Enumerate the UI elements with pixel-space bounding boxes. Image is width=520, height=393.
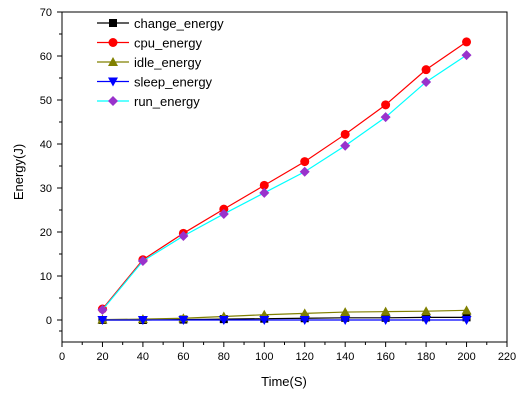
chart-axes: 0 20 40 60 80 100 120 140 160 180 200 220 0 10 20 30 40 5… [40,7,516,363]
data-point-sleep-energy [340,316,351,325]
data-point-run-energy [218,208,229,219]
y-tick-label: 20 [40,227,52,239]
x-tick-label: 100 [255,351,273,363]
series-run-energy [97,50,472,315]
data-point-run-energy [421,76,432,87]
y-tick-label: 50 [40,95,52,107]
legend-marker [108,57,118,66]
data-point-run-energy [97,304,108,315]
data-point-idle-energy [421,306,432,316]
data-point-run-energy [137,256,148,267]
data-point-cpu-energy [381,100,391,110]
data-point-run-energy [380,112,391,123]
legend-item-change-energy: change_energy [97,16,224,31]
x-tick-label: 220 [498,351,516,363]
data-point-run-energy [340,140,351,151]
x-tick-label: 160 [376,351,394,363]
series-line-run-energy [101,54,467,311]
legend-label: idle_energy [134,55,202,70]
legend-item-run-energy: run_energy [97,94,200,109]
x-tick-label: 40 [137,351,149,363]
y-tick-label: 30 [40,183,52,195]
data-point-idle-energy [380,306,391,316]
series-sleep-energy [97,316,472,325]
data-point-run-energy [259,187,270,198]
series-line-cpu-energy [101,41,467,310]
chart-series [97,37,472,325]
data-point-cpu-energy [259,180,269,190]
legend-marker [109,19,117,27]
x-tick-label: 80 [218,351,230,363]
data-point-cpu-energy [421,65,431,75]
legend-label: run_energy [134,94,200,109]
x-tick-label: 0 [59,351,65,363]
data-point-sleep-energy [259,316,270,325]
legend-marker [108,38,118,47]
data-point-sleep-energy [380,316,391,325]
data-point-sleep-energy [299,316,310,325]
x-tick-label: 120 [296,351,314,363]
y-tick-label: 60 [40,51,52,63]
y-tick-label: 40 [40,139,52,151]
legend-label: change_energy [134,16,224,31]
x-tick-label: 140 [336,351,354,363]
legend-label: cpu_energy [134,36,202,51]
data-point-sleep-energy [421,316,432,325]
chart-legend: change_energy cpu_energy idle_energy sleep_… [97,16,224,109]
data-point-sleep-energy [97,316,108,325]
y-tick-label: 70 [40,7,52,19]
data-point-sleep-energy [178,316,189,325]
data-point-cpu-energy [300,157,310,167]
legend-item-cpu-energy: cpu_energy [97,36,202,51]
data-point-cpu-energy [462,37,472,47]
data-point-idle-energy [461,305,472,315]
legend-item-sleep-energy: sleep_energy [97,75,213,90]
data-point-run-energy [461,50,472,61]
legend-item-idle-energy: idle_energy [97,55,202,70]
y-axis-title: Energy(J) [11,144,26,200]
data-point-run-energy [299,166,310,177]
data-point-sleep-energy [461,316,472,325]
data-point-cpu-energy [340,129,350,139]
x-tick-label: 200 [457,351,475,363]
legend-label: sleep_energy [134,75,213,90]
series-idle-energy [97,305,472,324]
data-point-sleep-energy [218,316,229,325]
series-line-idle-energy [102,309,467,321]
y-tick-label: 0 [46,315,52,327]
x-tick-label: 20 [96,351,108,363]
data-point-run-energy [178,230,189,241]
y-tick-label: 10 [40,271,52,283]
x-axis-title: Time(S) [261,374,307,389]
data-point-sleep-energy [137,316,148,325]
data-point-idle-energy [340,307,351,317]
legend-marker [108,96,118,106]
x-tick-label: 60 [177,351,189,363]
data-point-idle-energy [299,308,310,318]
legend-marker [108,77,118,87]
x-tick-label: 180 [417,351,435,363]
series-cpu-energy [97,37,472,314]
